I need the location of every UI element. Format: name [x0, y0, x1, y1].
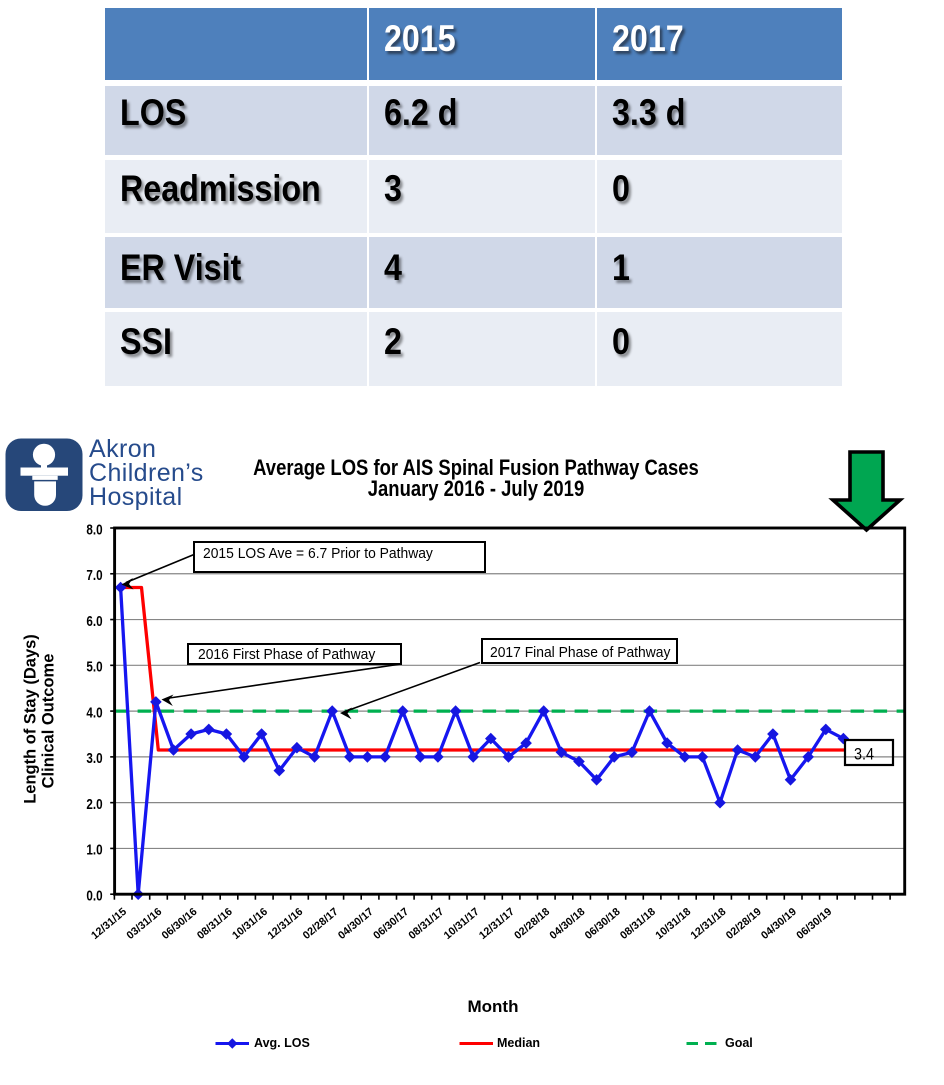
- svg-text:3.4: 3.4: [854, 745, 874, 764]
- svg-text:3.0: 3.0: [86, 750, 102, 767]
- svg-text:08/31/18: 08/31/18: [618, 906, 658, 942]
- svg-text:5.0: 5.0: [86, 659, 102, 676]
- svg-text:4.0: 4.0: [86, 704, 102, 721]
- svg-text:06/30/17: 06/30/17: [371, 906, 411, 942]
- svg-text:08/31/16: 08/31/16: [195, 906, 235, 942]
- svg-text:12/31/17: 12/31/17: [477, 906, 517, 942]
- svg-text:10/31/17: 10/31/17: [442, 906, 482, 942]
- svg-text:08/31/17: 08/31/17: [406, 906, 446, 942]
- svg-text:04/30/17: 04/30/17: [336, 906, 376, 942]
- svg-text:02/28/19: 02/28/19: [724, 906, 764, 942]
- svg-text:12/31/16: 12/31/16: [265, 906, 305, 942]
- svg-text:02/28/18: 02/28/18: [512, 906, 552, 942]
- svg-text:06/30/19: 06/30/19: [794, 906, 834, 942]
- svg-text:04/30/18: 04/30/18: [548, 906, 588, 942]
- svg-text:0.0: 0.0: [86, 888, 102, 905]
- svg-text:1.0: 1.0: [86, 842, 102, 859]
- svg-text:03/31/16: 03/31/16: [124, 906, 164, 942]
- svg-text:06/30/16: 06/30/16: [160, 906, 200, 942]
- svg-text:02/28/17: 02/28/17: [301, 906, 341, 942]
- svg-text:10/31/16: 10/31/16: [230, 906, 270, 942]
- svg-text:04/30/19: 04/30/19: [759, 906, 799, 942]
- svg-text:12/31/18: 12/31/18: [689, 906, 729, 942]
- svg-text:10/31/18: 10/31/18: [653, 906, 693, 942]
- svg-text:8.0: 8.0: [86, 521, 102, 538]
- svg-text:6.0: 6.0: [86, 613, 102, 630]
- svg-text:7.0: 7.0: [86, 567, 102, 584]
- svg-text:06/30/18: 06/30/18: [583, 906, 623, 942]
- svg-text:2.0: 2.0: [86, 796, 102, 813]
- svg-text:12/31/15: 12/31/15: [89, 906, 129, 942]
